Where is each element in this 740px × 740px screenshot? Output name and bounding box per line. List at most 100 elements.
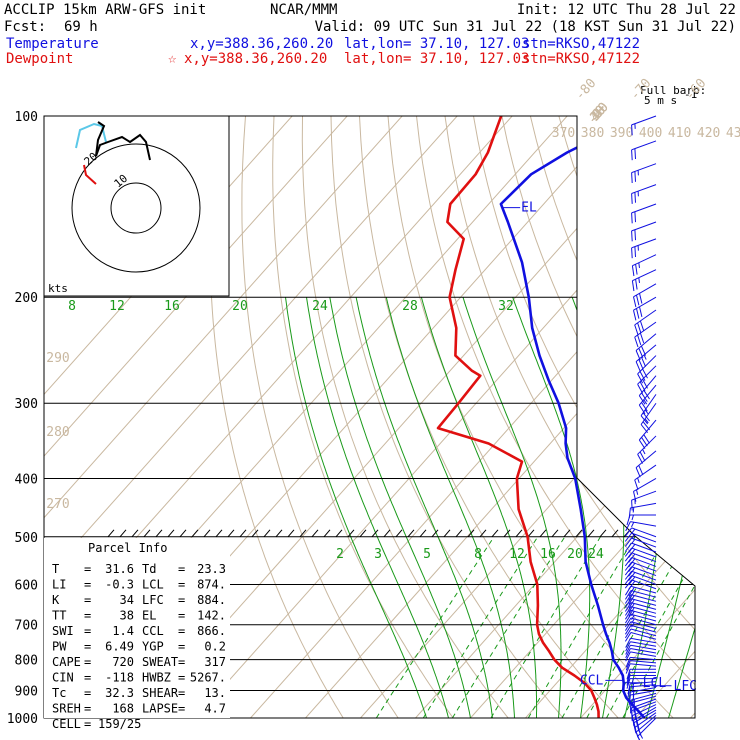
wind-barb-feather	[643, 389, 650, 400]
parcel-info-cell: =	[178, 562, 185, 576]
wind-barb-staff	[634, 309, 657, 326]
wind-barb-feather	[634, 479, 639, 491]
wind-barb-feather	[637, 454, 644, 464]
wind-barb-feather	[624, 590, 632, 600]
hodograph-trace-mid	[83, 164, 97, 185]
wind-barb-half-feather	[644, 418, 649, 424]
wind-barb-feather	[626, 678, 631, 689]
parcel-info-cell: 4.7	[204, 702, 226, 716]
mixing-ratio-line	[622, 536, 695, 718]
isotherm-line	[44, 116, 403, 718]
wind-barb-feather	[637, 373, 644, 384]
wind-barb-feather	[628, 572, 636, 582]
wind-barb-feather	[624, 566, 632, 576]
hatch-mark	[191, 529, 199, 538]
wind-barb-feather	[634, 211, 636, 223]
pressure-tick-label: 500	[15, 531, 38, 546]
wind-barb-feather	[634, 336, 639, 348]
wind-barb-feather	[635, 264, 638, 275]
hatch-mark	[347, 529, 355, 538]
level-marker-ccl: CCL	[580, 673, 604, 688]
wind-barb-feather	[635, 350, 641, 361]
isotherm-line	[305, 116, 695, 718]
wind-barb-feather	[625, 641, 631, 652]
wind-barb-half-feather	[631, 678, 634, 684]
mixing-ratio-line	[490, 536, 601, 718]
wind-barb-staff	[631, 542, 657, 553]
hodograph-trace-low	[75, 122, 107, 149]
wind-barb-feather	[624, 570, 632, 580]
wind-barb-staff	[630, 656, 657, 661]
parcel-info-cell: =	[178, 578, 185, 592]
wind-barb-staff	[631, 140, 657, 151]
parcel-info-cell: 32.3	[105, 686, 134, 700]
mixing-ratio-label: 5	[423, 547, 431, 562]
wind-barb-feather	[626, 675, 631, 686]
mixing-ratio-label: 16	[540, 547, 556, 562]
wind-barb-feather	[628, 603, 635, 613]
wind-barb-feather	[628, 607, 635, 617]
pressure-tick-label: 800	[15, 654, 38, 669]
parcel-info-table: Parcel Info T = 31.6 Td = 23.3 LI = -0.3 LCL = 874. K…	[44, 538, 230, 731]
moist-adiabat-line	[646, 297, 695, 718]
mixing-ratio-label: 20	[567, 547, 583, 562]
wind-barb-half-feather	[643, 399, 648, 405]
dry-adiabat-label: 370	[552, 126, 575, 141]
wind-barb-staff	[631, 203, 657, 214]
pressure-tick-label: 100	[15, 110, 38, 125]
wind-barb-staff	[638, 384, 657, 406]
parcel-info-cell: 168	[112, 702, 134, 716]
wind-barb-feather	[639, 332, 645, 344]
wind-barb-feather	[631, 500, 633, 511]
wind-barb-feather	[631, 707, 633, 719]
hodograph-frame	[43, 115, 230, 297]
wind-barb-staff	[633, 706, 657, 721]
hatch-mark	[539, 529, 547, 538]
wind-barb-feather	[634, 324, 639, 335]
moist-adiabat-label: 32	[498, 299, 514, 314]
parcel-info-cell: 0.2	[204, 640, 226, 654]
hatch-mark	[179, 529, 187, 538]
wind-barb-feather	[624, 632, 632, 642]
pressure-tick-label: 700	[15, 619, 38, 634]
wind-barb-half-feather	[632, 683, 635, 689]
wind-barb-staff	[634, 464, 657, 481]
wind-barb-feather	[624, 579, 632, 589]
wind-barb-feather	[634, 192, 636, 203]
wind-barb-staff	[630, 628, 657, 637]
wind-barb-feather	[633, 296, 637, 308]
wind-barb-feather	[640, 424, 648, 434]
isotherm-line	[635, 116, 695, 718]
parcel-info-cell: YGP	[142, 640, 164, 654]
dewpoint-xy: x,y=388.36,260.20	[184, 51, 327, 67]
parcel-info-cell: LI	[52, 578, 66, 592]
wind-barb-feather	[628, 691, 631, 703]
wind-barb-feather	[624, 537, 632, 547]
parcel-info-cell: -0.3	[105, 578, 134, 592]
hatch-mark	[107, 529, 115, 538]
dry-adiabat-label: 430	[726, 126, 740, 141]
hatch-mark	[431, 529, 439, 538]
mixing-ratio-label: 2	[336, 547, 344, 562]
wind-barb-half-feather	[631, 618, 635, 624]
parcel-info-cell: LAPSE	[142, 702, 178, 716]
dry-adiabat-line	[330, 116, 564, 718]
wind-barb-feather	[637, 322, 642, 333]
wind-barb-feather	[626, 672, 631, 683]
wind-barb-feather	[624, 561, 632, 571]
wind-barb-staff	[631, 575, 657, 585]
parcel-info-cell: Td	[142, 562, 156, 576]
dewpoint-label: Dewpoint	[6, 51, 73, 67]
mixing-ratio-label: 3	[374, 547, 382, 562]
wind-barb-feather	[625, 657, 631, 668]
wind-barb-staff	[630, 660, 657, 664]
hatch-mark	[407, 529, 415, 538]
parcel-info-cell: 38	[120, 609, 134, 623]
barb-units-exponent: -1	[684, 88, 697, 101]
wind-barb-feather	[624, 598, 632, 608]
mixing-ratio-line	[422, 536, 539, 718]
hatch-mark	[359, 529, 367, 538]
temperature-stn: stn=RKSO,47122	[522, 36, 640, 52]
wind-barb-feather	[628, 553, 636, 563]
